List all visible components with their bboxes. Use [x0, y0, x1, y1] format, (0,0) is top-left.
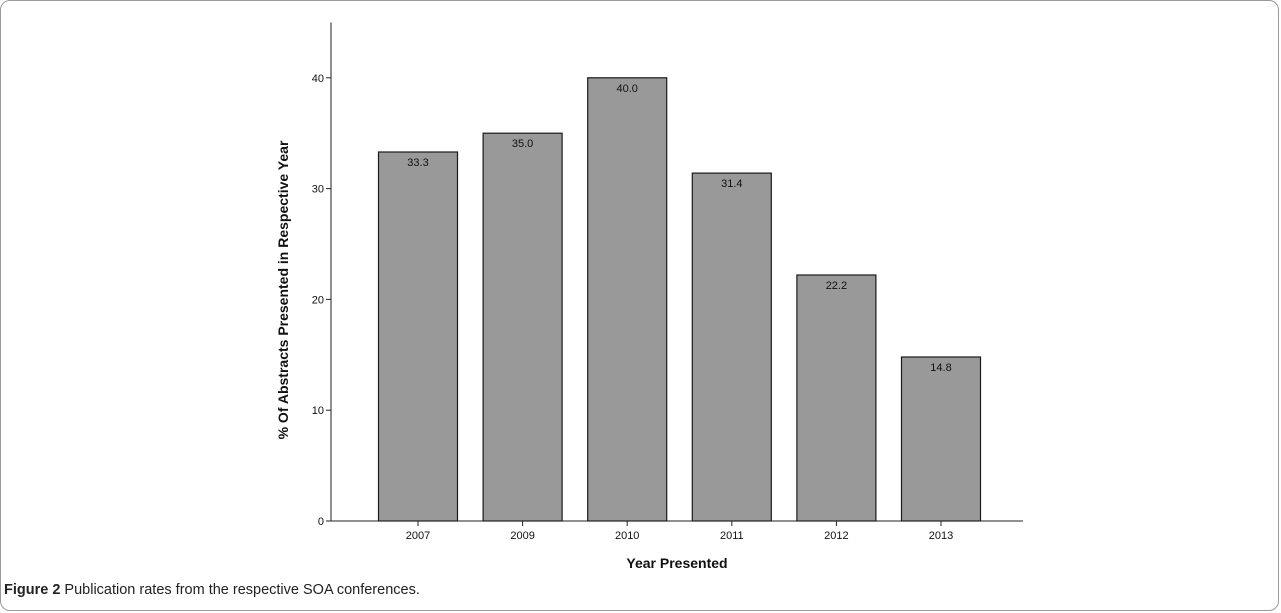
bar-2013	[900, 356, 982, 522]
bar-2011	[691, 172, 772, 522]
caption-text: Publication rates from the respective SO…	[60, 582, 420, 598]
x-axis-title: Year Presented	[626, 555, 727, 571]
bar-2012	[796, 274, 877, 522]
x-tick-label-2010: 2010	[615, 530, 639, 542]
x-tick-label-2009: 2009	[510, 530, 534, 542]
bar-value-label-2009: 35.0	[512, 138, 533, 150]
bar-2007	[377, 151, 459, 522]
bar-2010	[587, 77, 668, 522]
bar-value-label-2007: 33.3	[407, 157, 428, 169]
y-tick-label-10: 10	[312, 405, 324, 417]
x-tick-label-2013: 2013	[929, 530, 953, 542]
y-tick-label-0: 0	[318, 516, 324, 528]
x-tick-label-2012: 2012	[824, 530, 848, 542]
y-tick-label-20: 20	[312, 294, 324, 306]
bar-value-label-2011: 31.4	[721, 178, 742, 190]
bar-value-label-2013: 14.8	[930, 362, 951, 374]
caption-label: Figure 2	[4, 582, 61, 598]
bar-value-label-2012: 22.2	[826, 280, 847, 292]
figure-caption: Figure 2 Publication rates from the resp…	[4, 582, 420, 598]
x-tick-label-2007: 2007	[406, 530, 430, 542]
bar-value-label-2010: 40.0	[616, 83, 637, 95]
y-tick-label-40: 40	[312, 73, 324, 85]
y-tick-label-30: 30	[312, 184, 324, 196]
y-axis-title: % Of Abstracts Presented in Respective Y…	[275, 140, 291, 439]
bar-2009	[482, 132, 563, 522]
x-tick-label-2011: 2011	[720, 530, 744, 542]
